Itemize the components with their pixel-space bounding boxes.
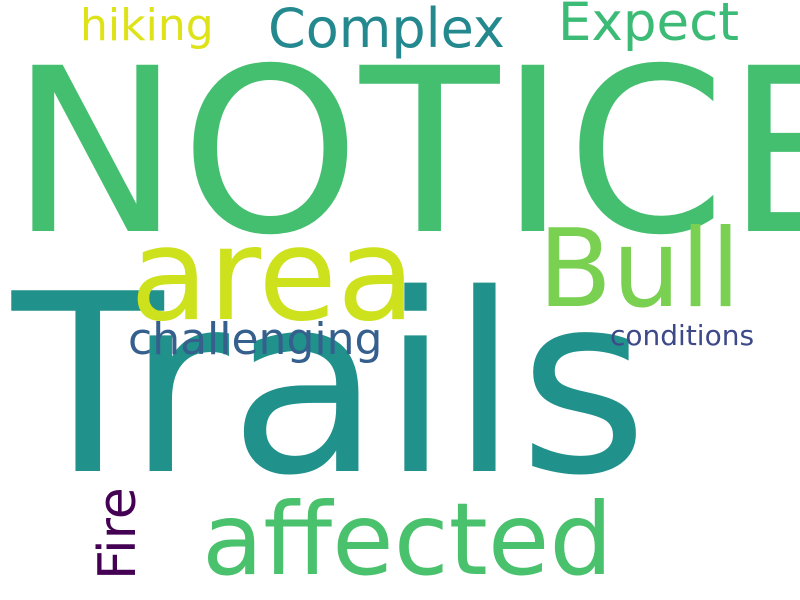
word-complex: Complex	[268, 0, 505, 60]
word-trails: Trails	[12, 242, 648, 530]
word-fire: Fire	[88, 487, 148, 580]
word-bull: Bull	[538, 207, 741, 332]
word-area: area	[130, 201, 416, 350]
word-conditions: conditions	[610, 319, 755, 352]
word-affected: affected	[202, 481, 613, 598]
word-challenging: challenging	[128, 314, 383, 365]
word-notice: NOTICE	[10, 19, 800, 285]
word-expect: Expect	[558, 0, 740, 53]
word-hiking: hiking	[80, 0, 214, 51]
